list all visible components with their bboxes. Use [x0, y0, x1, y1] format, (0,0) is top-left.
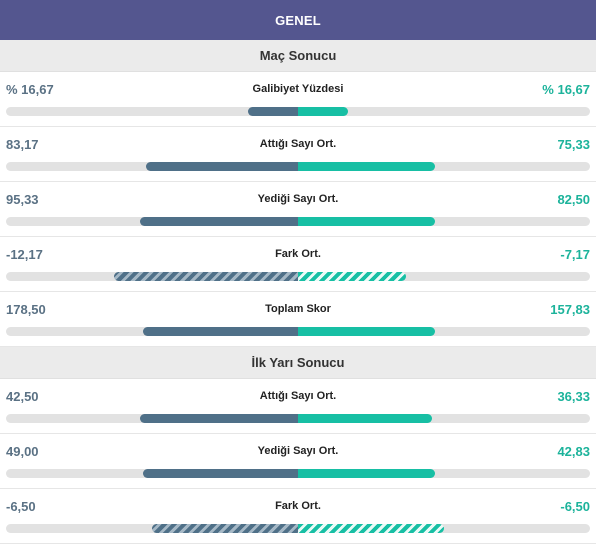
comparison-bar-left	[143, 327, 298, 336]
stat-label: Fark Ort.	[275, 500, 321, 512]
stat-label: Attığı Sayı Ort.	[259, 390, 337, 402]
comparison-bar-track	[6, 414, 590, 423]
comparison-bar-track	[6, 217, 590, 226]
stat-row: 42,50 Attığı Sayı Ort. 36,33	[0, 379, 596, 434]
stat-right-value: 42,83	[557, 444, 590, 459]
stat-right-value: 82,50	[557, 192, 590, 207]
stat-left-value: % 16,67	[6, 82, 54, 97]
stat-right-value: 157,83	[550, 302, 590, 317]
header-title: GENEL	[275, 12, 321, 28]
stat-left-value: -12,17	[6, 247, 43, 262]
comparison-bar-track	[6, 107, 590, 116]
stat-row: % 16,67 Galibiyet Yüzdesi % 16,67	[0, 72, 596, 127]
stat-right-value: % 16,67	[542, 82, 590, 97]
section-title: İlk Yarı Sonucu	[0, 347, 596, 379]
comparison-bar-right	[298, 272, 406, 281]
stat-right-value: 36,33	[557, 389, 590, 404]
stat-left-value: 49,00	[6, 444, 39, 459]
stat-row: 49,00 Yediği Sayı Ort. 42,83	[0, 434, 596, 489]
comparison-bar-right	[298, 524, 444, 533]
stat-left-value: -6,50	[6, 499, 36, 514]
stat-left-value: 83,17	[6, 137, 39, 152]
stat-right-value: -7,17	[560, 247, 590, 262]
stat-row: -12,17 Fark Ort. -7,17	[0, 237, 596, 292]
comparison-bar-track	[6, 327, 590, 336]
stat-label: Yediği Sayı Ort.	[257, 445, 339, 457]
stat-right-value: 75,33	[557, 137, 590, 152]
comparison-bar-left	[140, 414, 298, 423]
comparison-bar-track	[6, 524, 590, 533]
comparison-bar-right	[298, 217, 435, 226]
comparison-bar-left	[143, 469, 298, 478]
comparison-bar-track	[6, 469, 590, 478]
stat-left-value: 178,50	[6, 302, 46, 317]
comparison-bar-right	[298, 414, 432, 423]
section-title: Maç Sonucu	[0, 40, 596, 72]
stat-row: -6,50 Fark Ort. -6,50	[0, 489, 596, 544]
stat-label: Attığı Sayı Ort.	[259, 138, 337, 150]
comparison-bar-left	[114, 272, 298, 281]
comparison-bar-right	[298, 162, 435, 171]
stat-right-value: -6,50	[560, 499, 590, 514]
comparison-bar-left	[152, 524, 298, 533]
comparison-bar-right	[298, 469, 435, 478]
comparison-bar-track	[6, 162, 590, 171]
stat-label: Yediği Sayı Ort.	[257, 193, 339, 205]
comparison-bar-left	[248, 107, 298, 116]
comparison-bar-track	[6, 272, 590, 281]
stat-label: Fark Ort.	[275, 248, 321, 260]
stat-left-value: 42,50	[6, 389, 39, 404]
stats-content: Maç Sonucu% 16,67 Galibiyet Yüzdesi% 16,6…	[0, 40, 596, 544]
stat-label: Toplam Skor	[265, 303, 331, 315]
comparison-bar-right	[298, 327, 435, 336]
stat-row: 83,17 Attığı Sayı Ort. 75,33	[0, 127, 596, 182]
page-header: GENEL	[0, 0, 596, 40]
stat-row: 95,33 Yediği Sayı Ort. 82,50	[0, 182, 596, 237]
comparison-bar-right	[298, 107, 348, 116]
stat-label: Galibiyet Yüzdesi	[252, 83, 344, 95]
comparison-bar-left	[140, 217, 298, 226]
stat-row: 178,50 Toplam Skor 157,83	[0, 292, 596, 347]
comparison-bar-left	[146, 162, 298, 171]
stat-left-value: 95,33	[6, 192, 39, 207]
